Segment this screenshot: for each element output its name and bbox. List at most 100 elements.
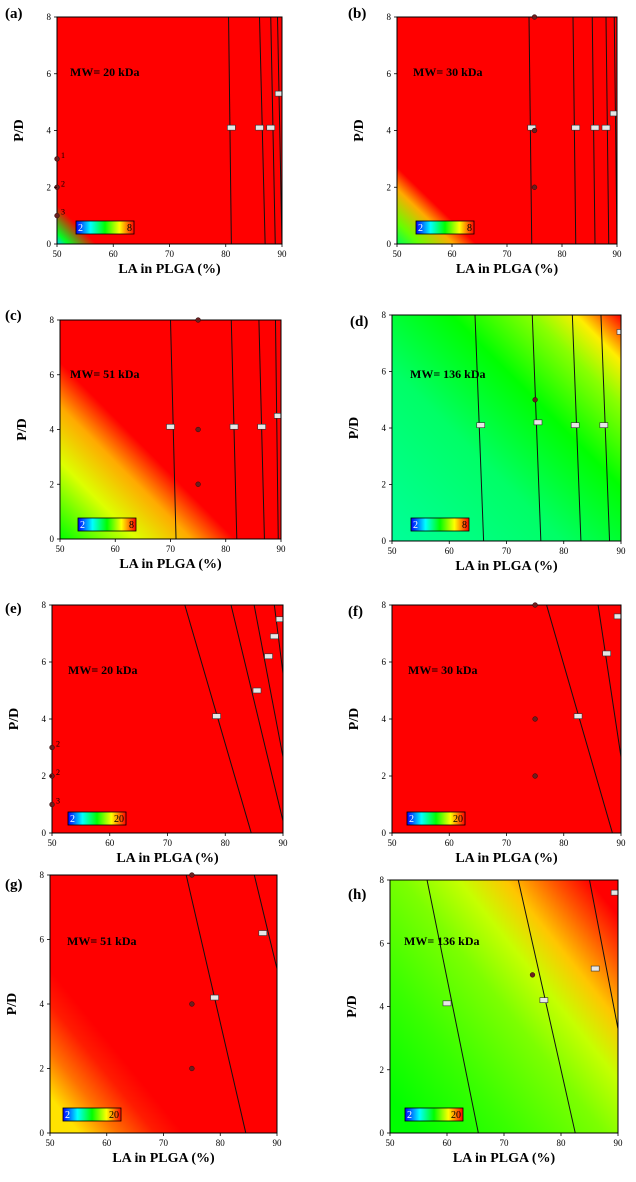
y-tick-label: 6 xyxy=(380,938,385,948)
y-tick-label: 4 xyxy=(382,714,387,724)
contour-line xyxy=(274,320,279,539)
x-tick-label: 70 xyxy=(502,546,512,556)
colorbar-min-label: 2 xyxy=(65,1110,70,1121)
design-point xyxy=(195,317,201,323)
y-tick-label: 8 xyxy=(380,875,385,885)
y-tick-label: 6 xyxy=(382,657,387,667)
contour-line xyxy=(228,17,232,244)
molecular-weight-label: MW= 30 kDa xyxy=(413,65,483,79)
contour-value-flag xyxy=(570,422,580,428)
design-point xyxy=(532,397,538,403)
x-tick-label: 80 xyxy=(221,544,231,554)
x-axis-title: LA in PLGA (%) xyxy=(116,851,219,866)
y-tick-label: 0 xyxy=(40,1128,45,1138)
x-tick-label: 90 xyxy=(278,249,288,259)
x-tick-label: 70 xyxy=(500,1138,510,1148)
contour-value-flag xyxy=(252,687,262,694)
contour-line xyxy=(517,880,576,1133)
panel-d: 50 60 70 80 90 0 2 4 6 8 LA in PLGA (%) P/D (d) MW= 1… xyxy=(347,310,626,574)
design-point xyxy=(531,14,538,20)
design-point xyxy=(532,773,538,779)
y-tick-label: 0 xyxy=(387,239,392,249)
contour-line xyxy=(185,875,247,1133)
contour-fill xyxy=(390,880,618,1133)
x-tick-label: 60 xyxy=(109,249,119,259)
contour-value-flag xyxy=(273,413,281,419)
design-point xyxy=(532,602,538,608)
panel-label: (f) xyxy=(348,604,363,620)
colorbar-gradient xyxy=(415,220,475,235)
contour-value-flag xyxy=(599,422,609,428)
colorbar-max-label: 8 xyxy=(462,520,467,531)
plot-area xyxy=(184,605,283,833)
design-point xyxy=(189,1065,195,1072)
contour-line xyxy=(184,605,252,833)
contour-value-flag xyxy=(539,997,549,1003)
colorbar-min-label: 2 xyxy=(70,814,75,825)
contour-fill xyxy=(397,17,617,244)
y-tick-label: 6 xyxy=(382,367,387,377)
x-tick-label: 50 xyxy=(48,838,58,848)
x-tick-label: 70 xyxy=(166,544,176,554)
x-axis-title: LA in PLGA (%) xyxy=(455,559,558,574)
colorbar-min-label: 2 xyxy=(413,520,418,531)
design-point xyxy=(54,156,60,162)
x-tick-label: 90 xyxy=(614,1138,624,1148)
contour-fill xyxy=(57,17,282,244)
molecular-weight-label: MW= 20 kDa xyxy=(70,65,140,79)
contour-fill xyxy=(392,315,621,541)
y-tick-label: 4 xyxy=(380,1002,385,1012)
design-point-label: 3 xyxy=(61,208,65,217)
contour-line xyxy=(230,605,283,824)
contour-value-flag xyxy=(610,889,618,896)
y-tick-label: 0 xyxy=(380,1128,385,1138)
y-tick-label: 6 xyxy=(47,69,52,79)
x-tick-label: 70 xyxy=(502,838,512,848)
colorbar: 2 20 xyxy=(406,811,466,826)
contour-fill xyxy=(50,875,277,1133)
contour-value-flag xyxy=(616,329,621,335)
colorbar-max-label: 20 xyxy=(453,814,463,825)
contour-line xyxy=(253,875,277,971)
y-tick-label: 0 xyxy=(42,828,47,838)
contour-line xyxy=(600,315,611,541)
contour-value-flag xyxy=(264,653,273,660)
plot-area xyxy=(166,320,281,539)
contour-line xyxy=(571,315,582,541)
plot-area xyxy=(474,315,621,541)
contour-value-flag xyxy=(229,423,239,430)
contour-value-flag xyxy=(274,90,282,97)
x-tick-label: 70 xyxy=(163,838,173,848)
contour-value-flag xyxy=(227,124,236,131)
x-tick-label: 90 xyxy=(613,249,623,259)
x-tick-label: 50 xyxy=(53,249,63,259)
contour-line xyxy=(277,17,282,244)
x-tick-label: 50 xyxy=(386,1138,396,1148)
colorbar: 2 20 xyxy=(404,1107,464,1122)
y-axis-title: P/D xyxy=(12,119,27,142)
contour-value-flag xyxy=(609,110,617,117)
design-point xyxy=(49,801,55,808)
x-tick-label: 80 xyxy=(221,249,231,259)
contour-line xyxy=(253,605,283,760)
y-tick-label: 8 xyxy=(382,310,387,320)
x-tick-label: 80 xyxy=(221,838,231,848)
contour-value-flag xyxy=(255,124,264,131)
design-point xyxy=(189,1001,195,1007)
molecular-weight-label: MW= 136 kDa xyxy=(404,934,480,948)
x-axis-title: LA in PLGA (%) xyxy=(453,1151,556,1166)
x-tick-label: 90 xyxy=(273,1138,283,1148)
x-tick-label: 50 xyxy=(388,546,398,556)
colorbar-min-label: 2 xyxy=(80,520,85,531)
y-tick-label: 4 xyxy=(47,126,52,136)
panel-label: (d) xyxy=(350,314,368,330)
contour-value-flag xyxy=(602,650,611,657)
y-tick-label: 2 xyxy=(50,479,55,489)
contour-value-flag xyxy=(571,124,581,131)
y-tick-label: 2 xyxy=(387,182,392,192)
y-tick-label: 4 xyxy=(387,126,392,136)
molecular-weight-label: MW= 30 kDa xyxy=(408,663,478,677)
x-tick-label: 70 xyxy=(159,1138,169,1148)
